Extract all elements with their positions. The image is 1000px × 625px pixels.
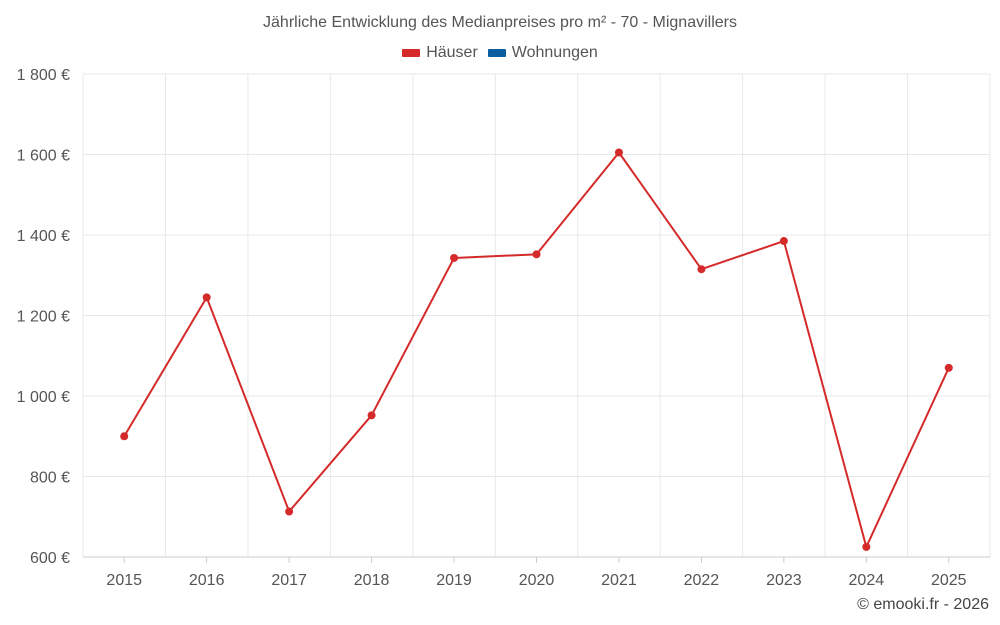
x-tick-label: 2018 xyxy=(354,572,390,589)
legend-item-wohnungen[interactable]: Wohnungen xyxy=(487,44,598,62)
x-tick-label: 2016 xyxy=(189,572,225,589)
x-tick-label: 2017 xyxy=(271,572,307,589)
x-tick-label: 2023 xyxy=(766,572,802,589)
y-tick-label: 1 200 € xyxy=(17,309,70,326)
legend-swatch-wohnungen xyxy=(487,49,506,57)
y-tick-label: 600 € xyxy=(30,550,70,567)
data-point[interactable] xyxy=(202,293,211,302)
x-tick-label: 2024 xyxy=(849,572,885,589)
legend: Häuser Wohnungen xyxy=(0,44,1000,62)
data-point[interactable] xyxy=(450,253,459,262)
data-point[interactable] xyxy=(614,148,623,157)
data-point[interactable] xyxy=(285,507,294,516)
legend-item-haeuser[interactable]: Häuser xyxy=(402,44,478,62)
data-point[interactable] xyxy=(862,542,871,551)
data-point[interactable] xyxy=(367,411,376,420)
x-tick-label: 2019 xyxy=(436,572,472,589)
x-tick-label: 2022 xyxy=(684,572,720,589)
x-tick-label: 2025 xyxy=(931,572,967,589)
data-point[interactable] xyxy=(944,363,953,372)
copyright-notice: © emooki.fr - 2026 xyxy=(857,596,989,613)
x-tick-label: 2015 xyxy=(106,572,142,589)
data-point[interactable] xyxy=(779,237,788,246)
x-tick-label: 2021 xyxy=(601,572,637,589)
data-point[interactable] xyxy=(120,432,129,441)
chart-title: Jährliche Entwicklung des Medianpreises … xyxy=(263,14,737,31)
y-tick-label: 1 400 € xyxy=(17,228,70,245)
y-tick-label: 1 800 € xyxy=(17,67,70,84)
legend-label-wohnungen: Wohnungen xyxy=(511,44,598,61)
legend-swatch-haeuser xyxy=(402,49,421,57)
data-point[interactable] xyxy=(697,265,706,274)
y-tick-label: 1 000 € xyxy=(17,389,70,406)
x-tick-label: 2020 xyxy=(519,572,555,589)
data-point[interactable] xyxy=(532,250,541,259)
y-tick-label: 1 600 € xyxy=(17,148,70,165)
legend-label-haeuser: Häuser xyxy=(426,44,478,61)
y-tick-label: 800 € xyxy=(30,470,70,487)
